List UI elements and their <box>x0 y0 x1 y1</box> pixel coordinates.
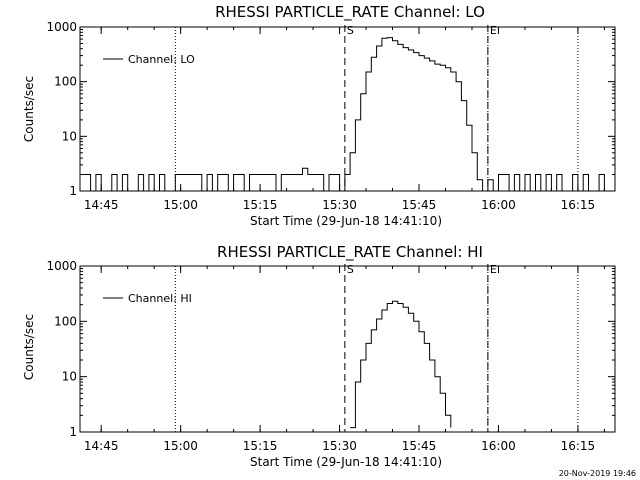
legend-entry: Channel: LO <box>128 53 195 66</box>
x-axis-label: Start Time (29-Jun-18 14:41:10) <box>250 214 442 228</box>
y-tick-label: 1000 <box>46 259 77 273</box>
lo-channel-panel: RHESSI PARTICLE_RATE Channel: LO Counts/… <box>22 3 616 228</box>
y-tick-label: 100 <box>54 75 77 89</box>
y-tick-label: 1 <box>69 425 77 439</box>
y-axis: 1 10 100 1000 <box>46 259 615 439</box>
event-marker-label: E <box>490 24 497 37</box>
y-tick-label: 1 <box>69 184 77 198</box>
legend: Channel: LO <box>103 53 195 66</box>
x-axis-label: Start Time (29-Jun-18 14:41:10) <box>250 455 442 469</box>
x-tick-label: 15:00 <box>163 439 198 453</box>
y-tick-label: 10 <box>62 129 77 143</box>
plot-frame <box>79 26 616 192</box>
y-tick-label: 10 <box>62 370 77 384</box>
x-axis: 14:45 15:00 15:15 15:30 15:45 16:00 16:15 <box>84 27 605 212</box>
series-layer <box>350 300 452 429</box>
x-tick-label: 15:00 <box>163 198 198 212</box>
x-tick-label: 15:15 <box>243 198 278 212</box>
x-tick-label: 14:45 <box>84 198 119 212</box>
y-axis-label: Counts/sec <box>22 76 36 142</box>
x-tick-label: 16:00 <box>481 439 516 453</box>
legend: Channel: HI <box>103 292 192 305</box>
y-tick-label: 1000 <box>46 20 77 34</box>
x-tick-label: 15:30 <box>322 439 357 453</box>
x-tick-label: 15:45 <box>402 439 437 453</box>
event-marker-label: S <box>347 263 354 276</box>
series-line <box>350 300 452 429</box>
footer-timestamp: 20-Nov-2019 19:46 <box>559 469 636 478</box>
x-tick-label: 15:45 <box>402 198 437 212</box>
x-tick-label: 14:45 <box>84 439 119 453</box>
chart-title: RHESSI PARTICLE_RATE Channel: HI <box>217 243 483 262</box>
event-marker-label: E <box>490 263 497 276</box>
x-tick-label: 16:00 <box>481 198 516 212</box>
hi-channel-panel: RHESSI PARTICLE_RATE Channel: HI Counts/… <box>22 243 616 469</box>
x-tick-label: 16:15 <box>561 198 596 212</box>
y-axis: 1 10 100 1000 <box>46 20 615 198</box>
x-axis: 14:45 15:00 15:15 15:30 15:45 16:00 16:15 <box>84 266 605 453</box>
y-tick-label: 100 <box>54 314 77 328</box>
event-marker-label: S <box>347 24 354 37</box>
x-tick-label: 16:15 <box>561 439 596 453</box>
chart-title: RHESSI PARTICLE_RATE Channel: LO <box>215 3 485 22</box>
x-tick-label: 15:30 <box>322 198 357 212</box>
x-tick-label: 15:15 <box>243 439 278 453</box>
reference-lines <box>174 27 579 191</box>
y-axis-label: Counts/sec <box>22 314 36 380</box>
plot-frame <box>79 265 616 433</box>
reference-lines <box>174 266 579 432</box>
legend-entry: Channel: HI <box>128 292 192 305</box>
